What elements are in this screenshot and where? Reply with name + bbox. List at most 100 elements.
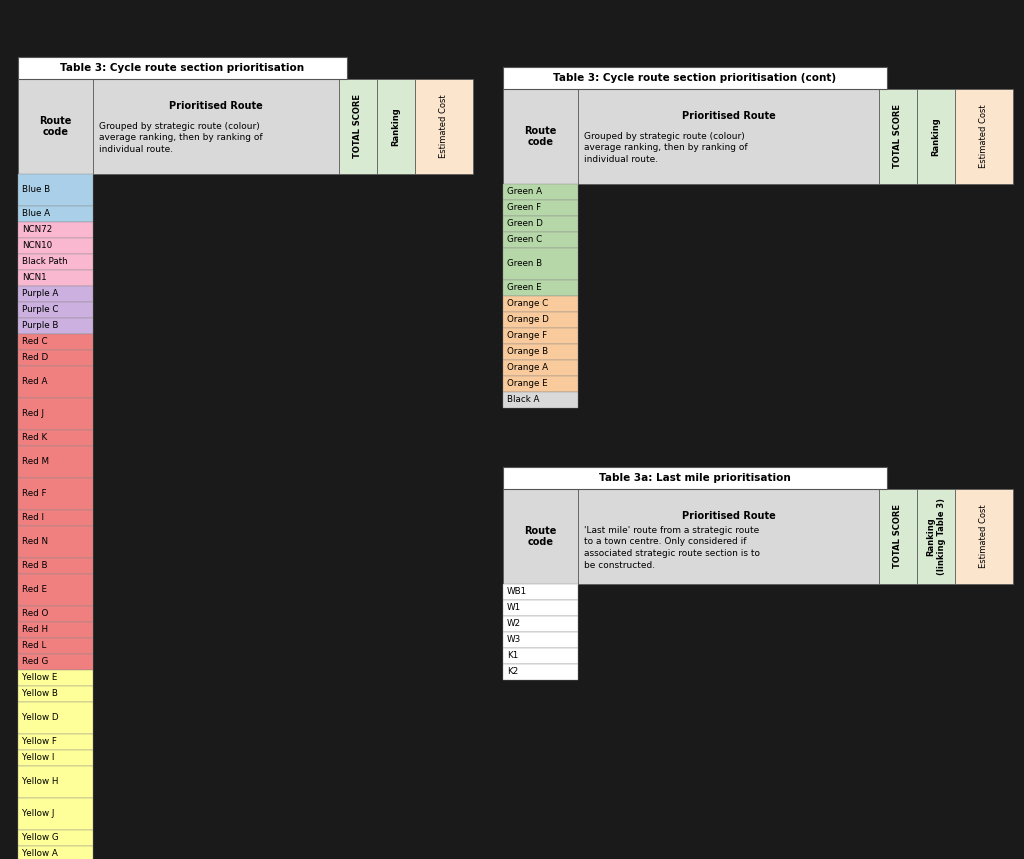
Text: Yellow H: Yellow H <box>22 777 58 787</box>
Text: W2: W2 <box>507 619 521 629</box>
Bar <box>918 489 955 584</box>
Bar <box>377 79 415 174</box>
Text: W1: W1 <box>507 604 521 612</box>
Bar <box>578 489 879 584</box>
Bar <box>18 622 93 638</box>
Bar <box>18 430 93 446</box>
Text: Red J: Red J <box>22 410 44 418</box>
Bar <box>503 344 578 360</box>
Bar <box>18 57 347 79</box>
Bar <box>18 254 93 270</box>
Text: WB1: WB1 <box>507 588 527 596</box>
Text: Green D: Green D <box>507 220 543 228</box>
Bar <box>18 222 93 238</box>
Text: Table 3a: Last mile prioritisation: Table 3a: Last mile prioritisation <box>599 473 791 483</box>
Bar <box>955 489 1013 584</box>
Bar <box>503 200 578 216</box>
Text: Route
code: Route code <box>524 125 557 147</box>
Bar <box>503 648 578 664</box>
Text: Red B: Red B <box>22 562 47 570</box>
Bar <box>503 616 578 632</box>
Text: Green C: Green C <box>507 235 543 245</box>
Bar <box>503 489 578 584</box>
Text: Red E: Red E <box>22 586 47 594</box>
Text: Prioritised Route: Prioritised Route <box>682 510 775 521</box>
Text: Grouped by strategic route (colour)
average ranking, then by ranking of
individu: Grouped by strategic route (colour) aver… <box>584 131 748 164</box>
Text: Red N: Red N <box>22 538 48 546</box>
Text: Red A: Red A <box>22 377 47 387</box>
Text: Estimated Cost: Estimated Cost <box>980 105 988 168</box>
Text: Red O: Red O <box>22 610 48 618</box>
Text: Orange D: Orange D <box>507 315 549 325</box>
Bar <box>18 286 93 302</box>
Text: Estimated Cost: Estimated Cost <box>439 94 449 158</box>
Bar <box>503 664 578 680</box>
Text: Purple C: Purple C <box>22 306 58 314</box>
Text: Orange A: Orange A <box>507 363 548 373</box>
Bar <box>503 232 578 248</box>
Bar <box>18 734 93 750</box>
Text: Yellow E: Yellow E <box>22 673 57 683</box>
Text: K2: K2 <box>507 667 518 677</box>
Text: W3: W3 <box>507 636 521 644</box>
Text: Black A: Black A <box>507 395 540 405</box>
Bar <box>18 846 93 859</box>
Bar <box>18 334 93 350</box>
Bar <box>18 302 93 318</box>
Bar <box>503 360 578 376</box>
Bar <box>503 184 578 200</box>
Text: Red I: Red I <box>22 514 44 522</box>
Bar <box>18 398 93 430</box>
Text: Route
code: Route code <box>524 526 557 547</box>
Bar <box>18 654 93 670</box>
Bar <box>918 89 955 184</box>
Bar <box>578 89 879 184</box>
Bar <box>18 702 93 734</box>
Text: Black Path: Black Path <box>22 258 68 266</box>
Bar <box>18 558 93 574</box>
Text: Green B: Green B <box>507 259 542 269</box>
Bar <box>503 584 578 600</box>
Text: Yellow A: Yellow A <box>22 850 58 858</box>
Bar <box>503 248 578 280</box>
Text: Yellow I: Yellow I <box>22 753 54 763</box>
Bar <box>415 79 473 174</box>
Bar <box>93 79 339 174</box>
Bar <box>18 830 93 846</box>
Bar <box>18 510 93 526</box>
Text: Red M: Red M <box>22 458 49 466</box>
Bar <box>503 467 887 489</box>
Text: Table 3: Cycle route section prioritisation (cont): Table 3: Cycle route section prioritisat… <box>553 73 837 83</box>
Bar <box>879 89 918 184</box>
Text: K1: K1 <box>507 651 518 661</box>
Bar <box>503 67 887 89</box>
Bar <box>18 606 93 622</box>
Text: NCN10: NCN10 <box>22 241 52 251</box>
Bar <box>18 574 93 606</box>
Bar <box>18 638 93 654</box>
Bar <box>18 670 93 686</box>
Bar <box>503 328 578 344</box>
Text: Green E: Green E <box>507 283 542 293</box>
Text: Blue B: Blue B <box>22 186 50 194</box>
Text: Blue A: Blue A <box>22 210 50 218</box>
Text: Grouped by strategic route (colour)
average ranking, then by ranking of
individu: Grouped by strategic route (colour) aver… <box>99 122 262 155</box>
Text: Red C: Red C <box>22 338 48 346</box>
Text: Yellow G: Yellow G <box>22 833 58 843</box>
Text: Green F: Green F <box>507 204 541 212</box>
Bar <box>503 216 578 232</box>
Bar <box>18 446 93 478</box>
Bar <box>18 686 93 702</box>
Text: Red K: Red K <box>22 434 47 442</box>
Text: Orange E: Orange E <box>507 380 548 388</box>
Text: Yellow B: Yellow B <box>22 690 58 698</box>
Text: NCN72: NCN72 <box>22 226 52 235</box>
Bar <box>18 526 93 558</box>
Bar <box>18 366 93 398</box>
Text: TOTAL SCORE: TOTAL SCORE <box>894 105 902 168</box>
Text: Prioritised Route: Prioritised Route <box>682 111 775 120</box>
Bar <box>18 238 93 254</box>
Text: Red G: Red G <box>22 657 48 667</box>
Bar <box>503 296 578 312</box>
Text: TOTAL SCORE: TOTAL SCORE <box>894 504 902 569</box>
